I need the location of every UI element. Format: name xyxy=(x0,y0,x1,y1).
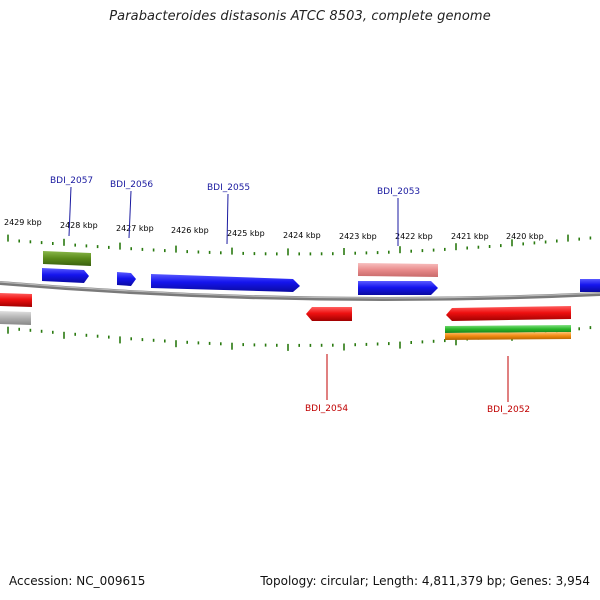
feature-gray xyxy=(0,311,31,325)
feature-green xyxy=(445,325,571,333)
gene-label-bdi-2054[interactable]: BDI_2054 xyxy=(305,404,348,414)
accession-text: Accession: NC_009615 xyxy=(9,574,146,588)
outer-tick-ring xyxy=(7,234,592,256)
genome-backbone xyxy=(0,281,600,302)
kbp-tick-label: 2426 kbp xyxy=(171,226,209,235)
gene-arrow-forward[interactable] xyxy=(580,279,600,292)
kbp-tick-label: 2423 kbp xyxy=(339,232,377,241)
feature-pink xyxy=(358,263,438,277)
gene-arrow-forward[interactable] xyxy=(151,274,300,292)
gene-label-leader xyxy=(226,193,229,245)
genome-summary-text: Topology: circular; Length: 4,811,379 bp… xyxy=(260,574,590,588)
gene-label-bdi-2056[interactable]: BDI_2056 xyxy=(110,180,153,190)
kbp-tick-label: 2429 kbp xyxy=(4,218,42,227)
gene-arrow-forward[interactable] xyxy=(358,281,438,295)
gene-arrow-forward[interactable] xyxy=(42,268,89,283)
gene-label-bdi-2057[interactable]: BDI_2057 xyxy=(50,176,93,186)
kbp-tick-label: 2420 kbp xyxy=(506,232,544,241)
feature-orange xyxy=(445,332,571,340)
kbp-tick-label: 2424 kbp xyxy=(283,231,321,240)
gene-label-bdi-2052[interactable]: BDI_2052 xyxy=(487,405,530,415)
gene-label-bdi-2053[interactable]: BDI_2053 xyxy=(377,187,420,197)
gene-arrow-reverse[interactable] xyxy=(306,307,352,321)
kbp-tick-label: 2422 kbp xyxy=(395,232,433,241)
gene-label-leader xyxy=(68,186,72,237)
gene-arrow-forward[interactable] xyxy=(117,272,136,286)
genome-backbone-highlight xyxy=(0,281,600,299)
gene-arrow-reverse[interactable] xyxy=(446,306,571,321)
feature-olive xyxy=(43,251,91,266)
kbp-tick-label: 2428 kbp xyxy=(60,221,98,230)
gene-label-bdi-2055[interactable]: BDI_2055 xyxy=(207,183,250,193)
kbp-tick-label: 2427 kbp xyxy=(116,224,154,233)
kbp-tick-label: 2425 kbp xyxy=(227,229,265,238)
genome-title: Parabacteroides distasonis ATCC 8503, co… xyxy=(109,9,491,24)
gene-arrow-reverse[interactable] xyxy=(0,293,32,307)
kbp-tick-label: 2421 kbp xyxy=(451,232,489,241)
gene-label-leader xyxy=(128,190,132,239)
